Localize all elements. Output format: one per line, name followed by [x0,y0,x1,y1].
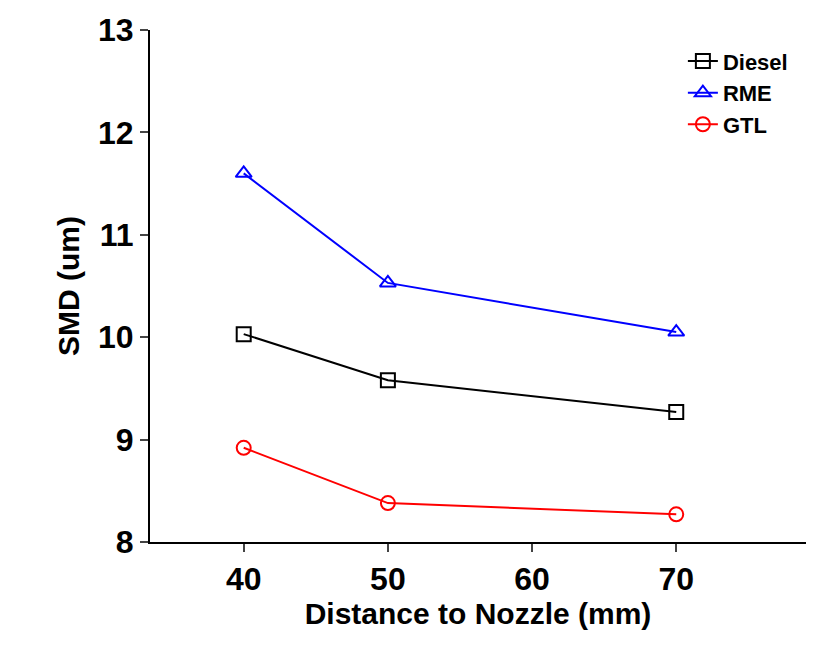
svg-text:Distance to Nozzle (mm): Distance to Nozzle (mm) [305,597,652,630]
svg-text:50: 50 [370,561,406,597]
svg-text:8: 8 [116,524,134,560]
svg-text:11: 11 [100,217,134,253]
svg-text:60: 60 [514,561,550,597]
svg-text:Diesel: Diesel [723,50,788,75]
svg-text:70: 70 [658,561,694,597]
svg-text:10: 10 [98,319,134,355]
svg-text:SMD (um): SMD (um) [52,216,85,356]
svg-text:GTL: GTL [723,113,767,138]
svg-text:RME: RME [723,81,772,106]
svg-text:9: 9 [116,422,134,458]
svg-text:13: 13 [98,12,134,48]
svg-text:12: 12 [98,115,134,151]
svg-text:40: 40 [226,561,262,597]
